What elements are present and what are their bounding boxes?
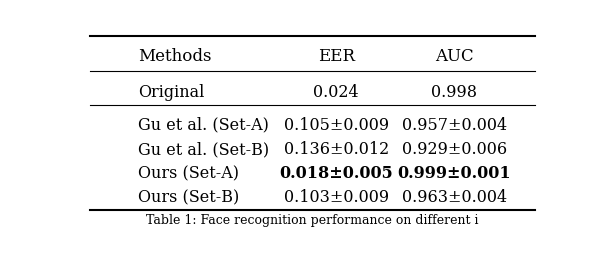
- Text: 0.024: 0.024: [314, 84, 359, 101]
- Text: Methods: Methods: [138, 48, 211, 65]
- Text: Original: Original: [138, 84, 204, 101]
- Text: 0.018±0.005: 0.018±0.005: [279, 165, 393, 182]
- Text: 0.103±0.009: 0.103±0.009: [284, 189, 389, 206]
- Text: Gu et al. (Set-A): Gu et al. (Set-A): [138, 117, 268, 134]
- Text: 0.105±0.009: 0.105±0.009: [284, 117, 389, 134]
- Text: Table 1: Face recognition performance on different i: Table 1: Face recognition performance on…: [146, 214, 479, 227]
- Text: Ours (Set-B): Ours (Set-B): [138, 189, 239, 206]
- Text: 0.929±0.006: 0.929±0.006: [402, 141, 507, 158]
- Text: AUC: AUC: [435, 48, 474, 65]
- Text: 0.963±0.004: 0.963±0.004: [402, 189, 507, 206]
- Text: EER: EER: [318, 48, 355, 65]
- Text: Gu et al. (Set-B): Gu et al. (Set-B): [138, 141, 269, 158]
- Text: 0.136±0.012: 0.136±0.012: [284, 141, 389, 158]
- Text: Ours (Set-A): Ours (Set-A): [138, 165, 239, 182]
- Text: 0.999±0.001: 0.999±0.001: [398, 165, 511, 182]
- Text: 0.998: 0.998: [431, 84, 478, 101]
- Text: 0.957±0.004: 0.957±0.004: [402, 117, 507, 134]
